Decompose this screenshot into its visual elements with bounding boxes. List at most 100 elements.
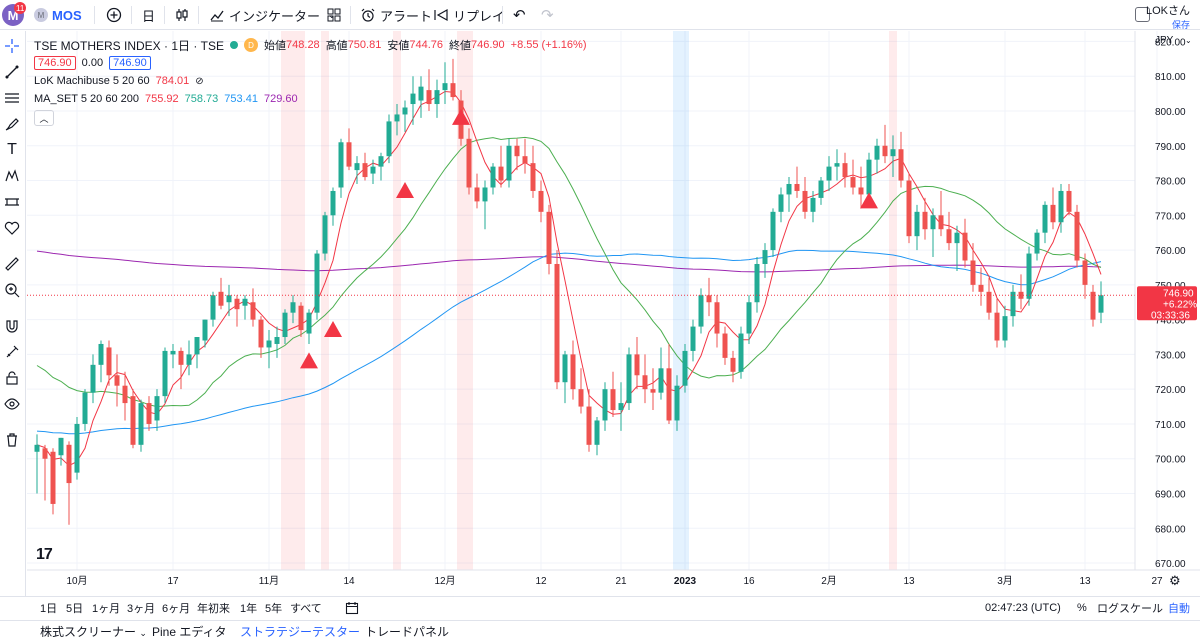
percent-toggle[interactable]: %	[1077, 602, 1087, 614]
candle-body	[154, 396, 160, 421]
low-label: 安値	[387, 40, 410, 52]
lock-icon[interactable]	[0, 367, 24, 389]
gear-icon[interactable]: ⚙	[1169, 573, 1181, 588]
candle-body	[1066, 190, 1072, 212]
tab-strategy-tester[interactable]: ストラテジーテスター	[240, 625, 361, 637]
range-5y[interactable]: 5年	[265, 603, 283, 615]
save-area[interactable]: LOKさん 保存	[1146, 2, 1190, 31]
range-1m[interactable]: 1ヶ月	[92, 603, 121, 615]
price-chart[interactable]: JPY ⌄820.00 810.00 800.00 790.00 780.00 770.00…	[27, 31, 1200, 596]
collapse-legend-button[interactable]: ︿	[34, 110, 54, 126]
drawing-toolbar: T	[0, 31, 26, 596]
open-label: 始値	[264, 40, 287, 52]
candle-body	[250, 302, 256, 320]
candle-body	[986, 291, 992, 313]
candle-body	[1002, 316, 1008, 341]
heart-icon[interactable]	[0, 217, 24, 239]
chevron-up-icon: ︿	[39, 113, 49, 124]
candle-body	[906, 180, 912, 237]
undo-button[interactable]: ↶	[513, 0, 526, 30]
symbol-logo-icon: M	[34, 8, 48, 22]
divider	[94, 6, 95, 24]
candle-body	[922, 211, 928, 230]
price-tick-label: 770.00	[1155, 211, 1186, 222]
interval-button[interactable]: 日	[142, 0, 155, 30]
indicator-row-ma-set[interactable]: MA_SET 5 20 60 200 755.92 758.73 753.41 …	[34, 90, 587, 108]
divider	[164, 6, 165, 24]
candle-body	[978, 284, 984, 292]
tab-stock-screener[interactable]: 株式スクリーナー ⌄	[40, 623, 147, 637]
candle-body	[546, 211, 552, 264]
range-1y[interactable]: 1年	[240, 603, 258, 615]
ma5-line	[36, 90, 1102, 467]
price-tick-label: 700.00	[1155, 455, 1186, 466]
candle-body	[466, 138, 472, 188]
ruler-range-icon[interactable]	[0, 191, 24, 213]
magnet-icon[interactable]	[0, 315, 24, 337]
horizontal-lines-icon[interactable]	[0, 87, 24, 109]
candle-body	[818, 180, 824, 198]
buy-price-button[interactable]: 746.90	[109, 56, 151, 70]
candle-body	[738, 333, 744, 372]
ma200-line	[36, 250, 1102, 273]
candle-body	[634, 354, 640, 376]
chart-area[interactable]: JPY ⌄ 820.00 810.00 800.00 790.00 780.00 770.00…	[27, 31, 1200, 596]
indicator-row-machibuse[interactable]: LoK Machibuse 5 20 60 784.01 ⊘	[34, 72, 587, 90]
watchlist-toggle-checkbox[interactable]	[1135, 7, 1150, 22]
text-tool-icon[interactable]: T	[7, 141, 17, 158]
lock-drawings-icon[interactable]	[0, 341, 24, 363]
brush-icon[interactable]	[0, 113, 24, 135]
high-value: 750.81	[347, 39, 382, 51]
crosshair-icon[interactable]	[0, 35, 24, 57]
candle-body	[90, 364, 96, 393]
candle-body	[1026, 253, 1032, 299]
time-tick-label: 17	[167, 576, 179, 587]
range-all[interactable]: すべて	[290, 603, 322, 615]
range-6m[interactable]: 6ヶ月	[162, 603, 191, 615]
candle-body	[562, 354, 568, 383]
range-5d[interactable]: 5日	[66, 603, 84, 615]
range-1d[interactable]: 1日	[40, 603, 58, 615]
sell-price-button[interactable]: 746.90	[34, 56, 76, 70]
pattern-icon[interactable]	[0, 165, 24, 187]
candle-body	[1082, 260, 1088, 285]
price-tick-label: 670.00	[1155, 559, 1186, 570]
bid-ask-row: 746.90 0.00 746.90	[34, 54, 587, 72]
date-range-button[interactable]	[345, 597, 359, 619]
symbol-search[interactable]: M MOS	[34, 0, 82, 30]
alert-label: アラート	[380, 8, 433, 24]
eye-icon[interactable]	[0, 393, 24, 415]
measure-ruler-icon[interactable]	[0, 253, 24, 275]
clock-readout[interactable]: 02:47:23 (UTC)	[985, 602, 1061, 614]
range-3m[interactable]: 3ヶ月	[127, 603, 156, 615]
candle-body	[826, 166, 832, 181]
candle-body	[330, 190, 336, 216]
plus-circle-icon	[106, 7, 122, 23]
close-label: 終値	[449, 40, 471, 52]
ma60-value: 753.41	[224, 93, 258, 105]
time-tick-label: 12月	[434, 575, 455, 587]
candle-body	[794, 184, 800, 191]
candle-body	[802, 190, 808, 212]
tab-pine-editor[interactable]: Pine エディタ	[152, 625, 227, 637]
divider	[131, 6, 132, 24]
alert-button[interactable]: アラート	[360, 0, 432, 30]
compare-button[interactable]	[106, 0, 122, 30]
range-ytd[interactable]: 年初来	[197, 603, 230, 615]
replay-button[interactable]: リプレイ	[433, 0, 505, 30]
auto-scale-toggle[interactable]: 自動	[1168, 603, 1190, 615]
indicators-button[interactable]: インジケーター ⌄	[209, 0, 336, 30]
redo-button[interactable]: ↷	[541, 0, 554, 30]
buy-signal-triangle	[452, 108, 470, 125]
candle-body	[626, 354, 632, 404]
price-tick-label: 680.00	[1155, 524, 1186, 535]
candle-body	[402, 107, 408, 115]
trendline-icon[interactable]	[0, 61, 24, 83]
chart-type-button[interactable]	[174, 0, 190, 30]
trash-icon[interactable]	[0, 429, 24, 451]
zoom-icon[interactable]	[0, 279, 24, 301]
layout-button[interactable]	[326, 0, 342, 30]
candle-body	[1098, 295, 1104, 313]
tab-trading-panel[interactable]: トレードパネル	[365, 625, 450, 637]
log-scale-toggle[interactable]: ログスケール	[1097, 603, 1163, 615]
